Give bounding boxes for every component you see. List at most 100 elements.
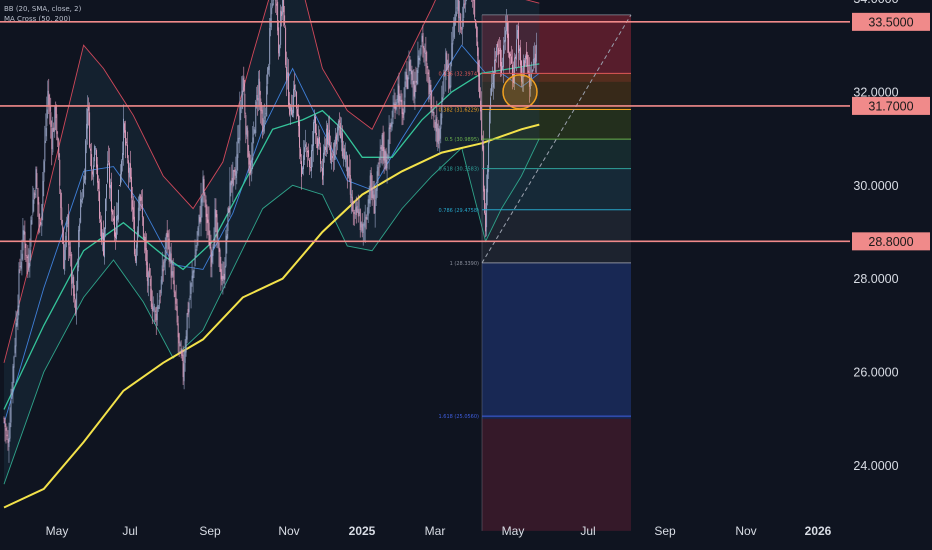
candle-body xyxy=(227,208,229,232)
candle-body xyxy=(123,118,124,155)
x-tick-label: Sep xyxy=(654,524,676,538)
candle-body xyxy=(518,26,519,53)
candle-body xyxy=(276,3,278,6)
candle-body xyxy=(503,45,504,67)
candle-body xyxy=(111,182,112,212)
candle-body xyxy=(363,223,365,226)
candle-body xyxy=(110,184,111,189)
candle-body xyxy=(380,146,382,150)
candle-body xyxy=(177,323,179,338)
candle-body xyxy=(193,269,195,273)
candle-body xyxy=(37,187,39,205)
candle-body xyxy=(68,213,70,246)
candle-body xyxy=(13,356,15,368)
candle-body xyxy=(72,277,74,283)
candle-body xyxy=(411,71,413,81)
candle-body xyxy=(108,160,109,162)
candle-body xyxy=(147,272,149,286)
x-tick-label: 2025 xyxy=(349,524,376,538)
candle-body xyxy=(368,199,370,204)
candle-body xyxy=(195,249,197,255)
candle-body xyxy=(456,7,458,9)
candle-body xyxy=(261,109,263,114)
candle-body xyxy=(92,171,94,175)
candle-body xyxy=(495,59,497,61)
candle-body xyxy=(370,172,372,191)
candle-body xyxy=(403,101,405,115)
candle-body xyxy=(218,242,220,252)
candle-body xyxy=(417,55,419,74)
candle-body xyxy=(529,80,531,90)
x-tick-label: May xyxy=(502,524,525,538)
candle-body xyxy=(263,119,265,132)
candle-body xyxy=(424,52,426,54)
highlight-circle xyxy=(502,74,538,110)
candle-body xyxy=(161,265,163,284)
candle-body xyxy=(422,32,424,49)
candle-body xyxy=(90,148,92,151)
candle-body xyxy=(82,198,84,200)
candle-body xyxy=(447,64,449,68)
candle-body xyxy=(58,139,60,158)
x-tick-label: Mar xyxy=(425,524,446,538)
candle-body xyxy=(400,100,402,102)
fib-label-0.382: 0.382 (31.6229) xyxy=(439,108,480,114)
bb-basis-line xyxy=(3,44,540,424)
candle-body xyxy=(343,148,345,160)
legend-bb[interactable]: BB (20, SMA, close, 2) xyxy=(4,5,82,13)
candle-body xyxy=(62,226,64,244)
candle-body xyxy=(214,208,216,243)
candle-body xyxy=(290,104,292,112)
candle-body xyxy=(116,216,117,240)
candle-body xyxy=(148,267,150,277)
candle-body xyxy=(25,243,27,257)
candle-body xyxy=(356,205,358,213)
candle-body xyxy=(146,261,148,282)
candle-body xyxy=(30,220,32,247)
candle-body xyxy=(254,129,256,133)
candle-body xyxy=(106,184,107,199)
y-tick-label: 30.0000 xyxy=(853,179,898,193)
candle-body xyxy=(134,254,136,261)
candle-body xyxy=(66,222,68,232)
x-tick-label: 2026 xyxy=(805,524,832,538)
level-tag-33.5000 xyxy=(852,12,930,31)
candle-body xyxy=(212,246,214,256)
candle-body xyxy=(533,57,535,64)
candle-body xyxy=(302,167,303,174)
indicator-legend: BB (20, SMA, close, 2) MA Cross (50, 200… xyxy=(4,4,81,24)
candle-body xyxy=(303,155,304,170)
candle-body xyxy=(150,288,152,307)
candle-body xyxy=(458,0,460,18)
candle-body xyxy=(451,43,453,61)
candle-body xyxy=(182,354,184,378)
candle-body xyxy=(349,175,351,195)
candle-body xyxy=(172,271,174,278)
moving-averages xyxy=(3,63,540,509)
fibonacci-retracement: 0.236 (32.3974) 0.382 (31.6229) 0.5 (30.98… xyxy=(439,14,632,531)
candle-body xyxy=(38,202,40,220)
legend-ma-cross[interactable]: MA Cross (50, 200) xyxy=(4,15,71,23)
candle-body xyxy=(501,61,502,74)
candle-body xyxy=(157,306,159,309)
candle-body xyxy=(429,84,431,93)
candle-body xyxy=(184,350,186,363)
candle-body xyxy=(506,22,507,32)
candle-body xyxy=(517,29,518,39)
candle-body xyxy=(341,133,343,157)
candle-body xyxy=(279,45,281,57)
candle-body xyxy=(257,97,259,101)
candle-body xyxy=(164,250,166,263)
candle-body xyxy=(143,236,145,241)
candle-body xyxy=(202,176,204,194)
candle-body xyxy=(372,190,374,199)
candle-body xyxy=(220,269,222,280)
candle-body xyxy=(156,305,158,321)
candle-body xyxy=(26,256,28,259)
candle-body xyxy=(221,275,223,282)
candle-body xyxy=(230,180,232,186)
x-tick-label: Jul xyxy=(122,524,137,538)
candle-body xyxy=(247,130,249,157)
candle-body xyxy=(481,106,483,141)
